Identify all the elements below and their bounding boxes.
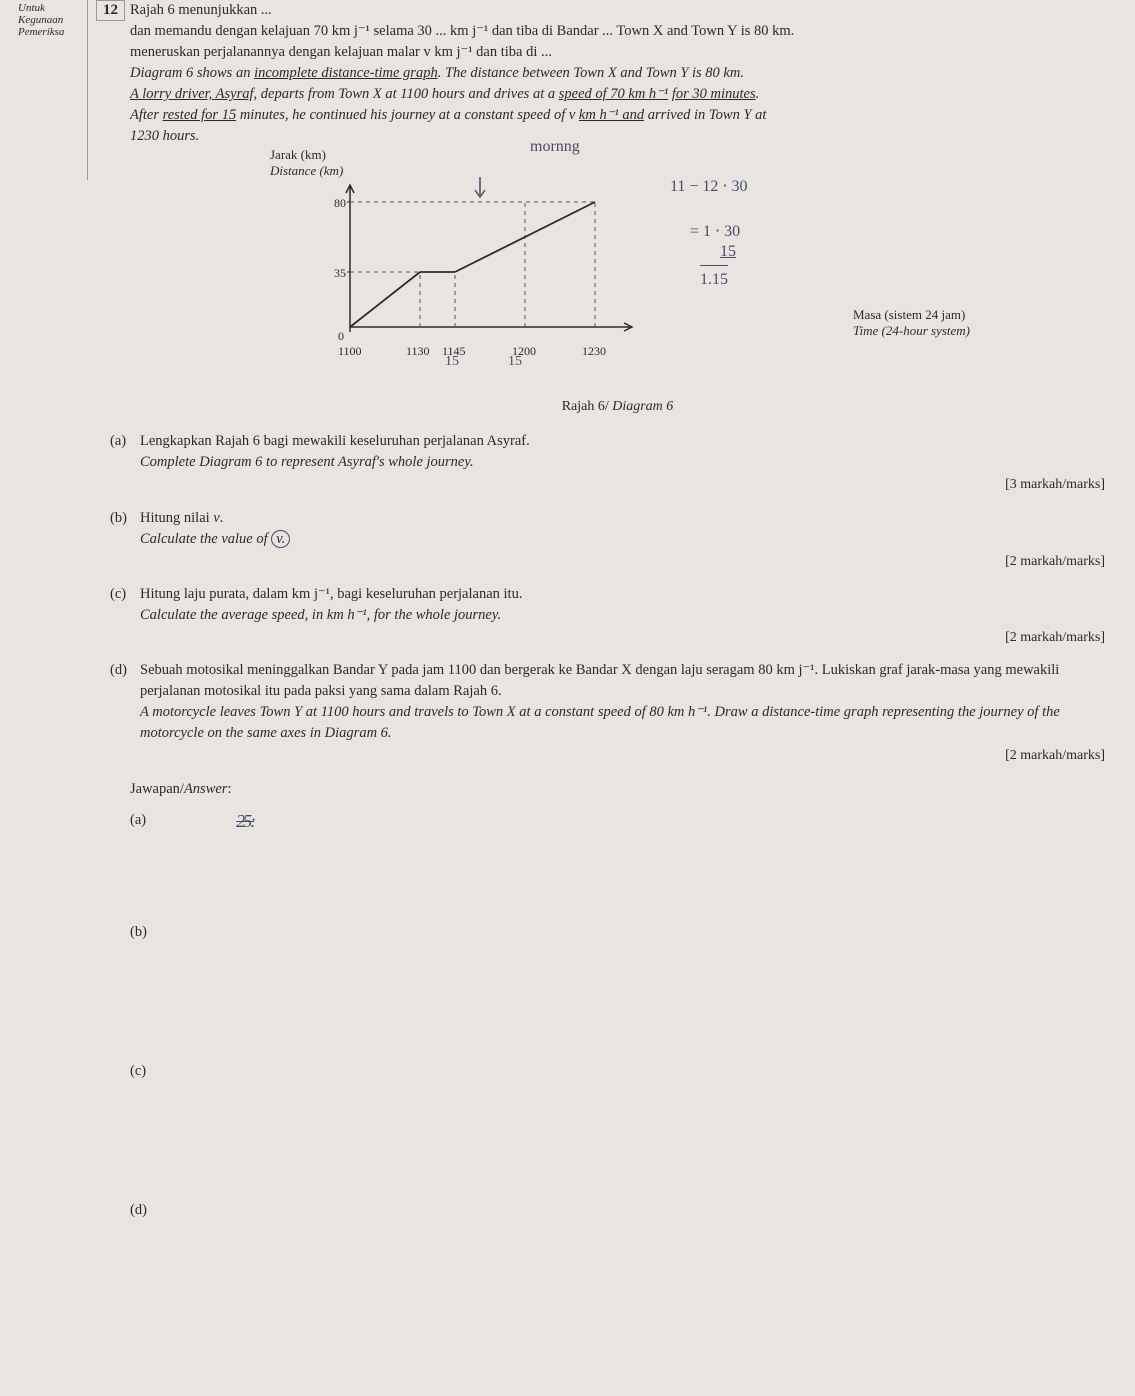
answer-b-row: (b) [130, 922, 1105, 943]
answer-a-scribble: 25: [236, 808, 254, 834]
part-b-en: Calculate the value of v. [140, 530, 290, 548]
part-d: (d) Sebuah motosikal meninggalkan Bandar… [110, 660, 1105, 766]
part-c-ms: Hitung laju purata, dalam km j⁻¹, bagi k… [140, 586, 522, 602]
answer-d-row: (d) [130, 1200, 1105, 1221]
answer-d-label: (d) [130, 1202, 147, 1218]
q-eng-4: 1230 hours. [130, 128, 199, 144]
part-a-ms: Lengkapkan Rajah 6 bagi mewakili keselur… [140, 433, 530, 449]
part-b-marks: [2 markah/marks] [140, 552, 1105, 572]
part-a-en: Complete Diagram 6 to represent Asyraf's… [140, 454, 474, 470]
answer-b-label: (b) [130, 924, 147, 940]
q-eng-2: A lorry driver, Asyraf, departs from Tow… [130, 86, 759, 102]
question-parts: (a) Lengkapkan Rajah 6 bagi mewakili kes… [110, 431, 1105, 766]
answer-a-row: (a) 25: [130, 808, 1105, 834]
y-label-en: Distance (km) [270, 163, 343, 178]
xtick-1130: 1130 [406, 344, 430, 358]
part-b-body: Hitung nilai v. Calculate the value of v… [140, 508, 1105, 572]
y-axis-label: Jarak (km) Distance (km) [270, 147, 343, 178]
question-text: Rajah 6 menunjukkan ... dan memandu deng… [130, 0, 1105, 147]
part-c-label: (c) [110, 584, 140, 648]
q-eng-3: After rested for 15 minutes, he continue… [130, 107, 766, 123]
x-label-en: Time (24-hour system) [853, 323, 970, 338]
q-eng-1: Diagram 6 shows an incomplete distance-t… [130, 65, 744, 81]
part-d-body: Sebuah motosikal meninggalkan Bandar Y p… [140, 660, 1105, 766]
eng3-post: minutes, he continued his journey at a c… [236, 107, 579, 123]
part-d-label: (d) [110, 660, 140, 766]
part-b-label: (b) [110, 508, 140, 572]
part-b-ms: Hitung nilai v. [140, 510, 223, 526]
part-c: (c) Hitung laju purata, dalam km j⁻¹, ba… [110, 584, 1105, 648]
part-c-marks: [2 markah/marks] [140, 628, 1105, 648]
part-b-en-circled: v. [271, 530, 290, 548]
eng3-u2: km h⁻¹ and [579, 107, 644, 123]
part-b: (b) Hitung nilai v. Calculate the value … [110, 508, 1105, 572]
part-b-en-pre: Calculate the value of [140, 531, 271, 547]
hw-under-1145: 15 [445, 352, 459, 372]
answer-a-space [130, 834, 1105, 914]
answer-a-label: (a) [130, 810, 146, 831]
x-label-ms: Masa (sistem 24 jam) [853, 307, 965, 322]
answer-section: Jawapan/Answer: (a) 25: (b) (c) (d) [130, 779, 1105, 1221]
answer-b-space [130, 943, 1105, 1053]
chart-svg: 35 80 0 1100 1130 1145 1200 1230 [330, 177, 640, 362]
margin-note-1: Untuk [18, 2, 87, 14]
eng3-post2: arrived in Town Y at [644, 107, 766, 123]
ytick-35: 35 [334, 266, 346, 280]
distance-time-chart: Jarak (km) Distance (km) 35 80 0 1100 1 [250, 157, 850, 387]
part-c-en: Calculate the average speed, in km h⁻¹, … [140, 607, 501, 623]
eng2-u1: speed of 70 km h⁻¹ [559, 86, 668, 102]
ytick-80: 80 [334, 196, 346, 210]
eng3-u: rested for 15 [163, 107, 237, 123]
y-label-ms: Jarak (km) [270, 147, 326, 162]
answer-c-row: (c) [130, 1061, 1105, 1082]
margin-note-3: Pemeriksa [18, 26, 87, 38]
eng1-post: . The distance between Town X and Town Y… [438, 65, 744, 81]
part-a-marks: [3 markah/marks] [140, 475, 1105, 495]
eng1-u: incomplete distance-time graph [254, 65, 438, 81]
margin-note-2: Kegunaan [18, 14, 87, 26]
eng2-pre: A lorry driver, Asyraf, [130, 86, 257, 102]
q-malay-3: meneruskan perjalanannya dengan kelajuan… [130, 44, 552, 60]
eng3-pre: After [130, 107, 163, 123]
question-number: 12 [96, 0, 125, 21]
eng2-u2: for 30 minutes [672, 86, 756, 102]
eng2-mid: departs from Town X at 1100 hours and dr… [261, 86, 559, 102]
part-a-label: (a) [110, 431, 140, 495]
part-d-marks: [2 markah/marks] [140, 746, 1105, 766]
content-area: Rajah 6 menunjukkan ... dan memandu deng… [130, 0, 1105, 1221]
xtick-1100: 1100 [338, 344, 362, 358]
part-c-body: Hitung laju purata, dalam km j⁻¹, bagi k… [140, 584, 1105, 648]
exam-page: Untuk Kegunaan Pemeriksa 12 Rajah 6 menu… [0, 0, 1135, 1396]
q-malay-2: dan memandu dengan kelajuan 70 km j⁻¹ se… [130, 23, 794, 39]
xtick-1230: 1230 [582, 344, 606, 358]
eng2-post: . [756, 86, 760, 102]
handwriting-morning: mornng [530, 135, 580, 158]
margin-column: Untuk Kegunaan Pemeriksa [18, 0, 88, 180]
answer-c-label: (c) [130, 1063, 146, 1079]
origin: 0 [338, 329, 344, 343]
part-d-en: A motorcycle leaves Town Y at 1100 hours… [140, 704, 1060, 741]
diagram-caption: Rajah 6/ Diagram 6 [130, 397, 1105, 417]
eng1-pre: Diagram 6 shows an [130, 65, 254, 81]
q-malay-1: Rajah 6 menunjukkan ... [130, 2, 272, 18]
part-d-ms: Sebuah motosikal meninggalkan Bandar Y p… [140, 662, 1059, 699]
part-a: (a) Lengkapkan Rajah 6 bagi mewakili kes… [110, 431, 1105, 495]
answer-heading: Jawapan/Answer: [130, 779, 1105, 800]
part-a-body: Lengkapkan Rajah 6 bagi mewakili keselur… [140, 431, 1105, 495]
x-axis-label: Masa (sistem 24 jam) Time (24-hour syste… [853, 307, 970, 338]
caption-ms-en: Rajah 6/ Diagram 6 [562, 399, 674, 414]
answer-c-space [130, 1082, 1105, 1192]
hw-under-1200: 15 [508, 352, 522, 372]
